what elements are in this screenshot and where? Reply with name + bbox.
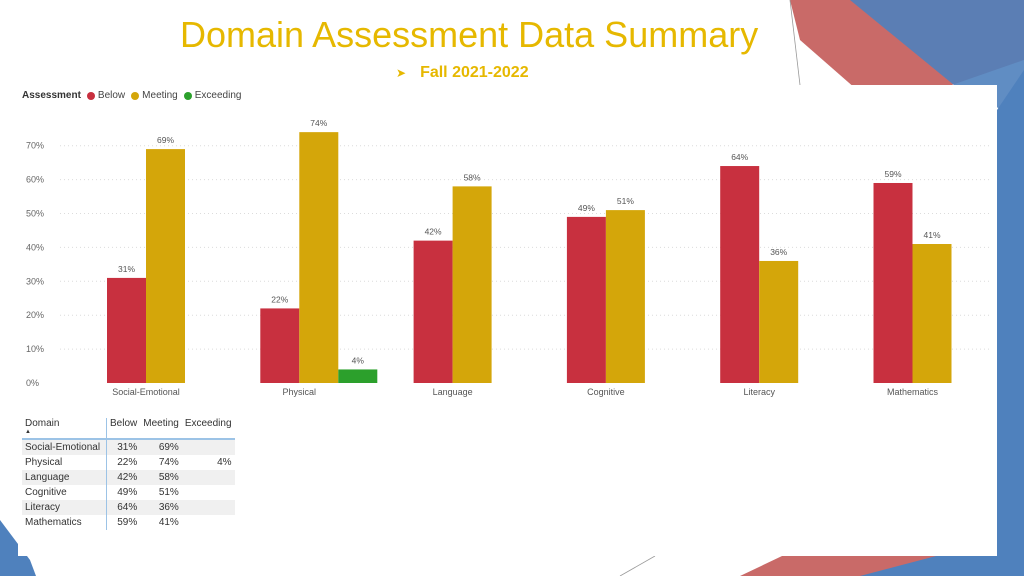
cell-domain: Physical: [22, 455, 107, 470]
header-domain-label: Domain: [25, 418, 60, 429]
cell-meeting: 51%: [158, 487, 179, 498]
data-label: 36%: [770, 247, 787, 257]
cell-domain: Literacy: [22, 500, 107, 515]
data-label: 22%: [271, 294, 288, 304]
cell-below: 64%: [117, 502, 138, 513]
cell-domain: Language: [22, 470, 107, 485]
bar-meeting: [452, 186, 492, 383]
bar-below: [720, 166, 760, 383]
header-domain[interactable]: Domain ▲: [22, 418, 107, 440]
legend-dot-below: [86, 91, 95, 100]
cell-domain: Mathematics: [22, 515, 107, 530]
cell-exceeding: [182, 500, 235, 515]
y-tick-label: 10%: [26, 344, 44, 354]
table-row[interactable]: Physical 22% 74% 4%: [22, 455, 235, 470]
legend-item-below[interactable]: Below: [86, 90, 126, 101]
slide-title: Domain Assessment Data Summary: [180, 14, 759, 55]
deco-line-bottom: [619, 555, 656, 576]
data-label: 4%: [352, 355, 365, 365]
cell-domain: Social-Emotional: [22, 439, 107, 455]
data-label: 59%: [884, 169, 901, 179]
bar-below: [873, 182, 913, 383]
cell-meeting: 69%: [158, 442, 179, 453]
table-row[interactable]: Social-Emotional 31% 69%: [22, 439, 235, 455]
cell-meeting: 36%: [158, 502, 179, 513]
x-tick-label: Mathematics: [887, 387, 939, 397]
y-tick-label: 70%: [26, 141, 44, 151]
data-label: 74%: [310, 118, 327, 128]
legend-label-below: Below: [97, 90, 126, 101]
bar-meeting: [299, 132, 339, 383]
data-label: 42%: [425, 227, 442, 237]
cell-below: 49%: [117, 487, 138, 498]
cell-meeting: 74%: [158, 457, 179, 468]
x-tick-label: Cognitive: [587, 387, 625, 397]
bar-meeting: [759, 260, 799, 383]
domain-table: Domain ▲ Below Meeting Exceeding Social-E…: [22, 418, 235, 530]
table-row[interactable]: Language 42% 58%: [22, 470, 235, 485]
y-tick-label: 50%: [26, 209, 44, 219]
bar-below: [413, 240, 453, 383]
cell-domain: Cognitive: [22, 485, 107, 500]
x-tick-label: Social-Emotional: [112, 387, 180, 397]
y-tick-label: 30%: [26, 276, 44, 286]
data-label: 51%: [617, 196, 634, 206]
header-exceeding[interactable]: Exceeding: [181, 418, 235, 440]
cell-meeting: 58%: [158, 472, 179, 483]
y-tick-label: 0%: [26, 378, 39, 388]
table-header-row: Domain ▲ Below Meeting Exceeding: [22, 418, 235, 440]
legend-dot-meeting: [131, 91, 140, 100]
data-label: 69%: [157, 135, 174, 145]
cell-below: 31%: [117, 442, 138, 453]
deco-blue-shape-right: [997, 70, 1024, 576]
cell-exceeding: 4%: [217, 457, 232, 468]
legend-title: Assessment: [22, 90, 81, 101]
table-row[interactable]: Mathematics 59% 41%: [22, 515, 235, 530]
data-label: 41%: [923, 230, 940, 240]
cell-below: 59%: [117, 517, 138, 528]
legend-label-meeting: Meeting: [142, 90, 178, 101]
data-label: 64%: [731, 152, 748, 162]
y-tick-label: 20%: [26, 310, 44, 320]
bar-exceeding: [338, 369, 378, 383]
data-label: 49%: [578, 203, 595, 213]
cell-meeting: 41%: [158, 517, 179, 528]
bar-meeting: [912, 244, 952, 383]
cell-below: 42%: [117, 472, 138, 483]
table-row[interactable]: Literacy 64% 36%: [22, 500, 235, 515]
bar-meeting: [605, 210, 645, 383]
x-tick-label: Physical: [283, 387, 317, 397]
cell-exceeding: [182, 515, 235, 530]
header-below[interactable]: Below: [106, 418, 141, 440]
cell-exceeding: [182, 485, 235, 500]
bar-below: [260, 308, 300, 383]
bar-meeting: [146, 149, 185, 383]
subtitle-text: Fall 2021-2022: [420, 64, 529, 81]
chart-legend: Assessment Below Meeting Exceeding: [22, 90, 247, 101]
deco-line: [789, 0, 801, 86]
data-label: 58%: [464, 172, 481, 182]
header-meeting[interactable]: Meeting: [140, 418, 182, 440]
x-tick-label: Literacy: [743, 387, 775, 397]
sort-caret-icon[interactable]: ▲: [25, 429, 31, 435]
legend-dot-exceeding: [183, 91, 192, 100]
bar-below: [107, 277, 146, 383]
x-tick-label: Language: [433, 387, 473, 397]
arrow-bullet-icon: ➤: [396, 66, 407, 80]
legend-item-exceeding[interactable]: Exceeding: [183, 90, 242, 101]
legend-label-exceeding: Exceeding: [194, 90, 242, 101]
y-tick-label: 60%: [26, 175, 44, 185]
legend-item-meeting[interactable]: Meeting: [131, 90, 178, 101]
slide-subtitle: ➤ Fall 2021-2022: [396, 64, 529, 82]
data-label: 31%: [118, 264, 135, 274]
bar-below: [566, 216, 606, 383]
table-row[interactable]: Cognitive 49% 51%: [22, 485, 235, 500]
cell-exceeding: [182, 439, 235, 455]
cell-below: 22%: [117, 457, 138, 468]
cell-exceeding: [182, 470, 235, 485]
y-tick-label: 40%: [26, 242, 44, 252]
